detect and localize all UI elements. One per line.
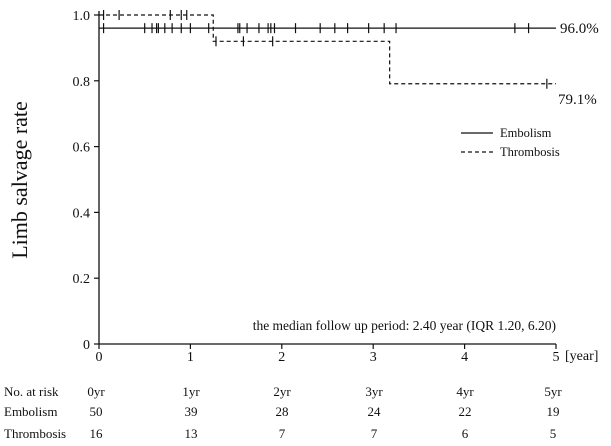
legend-label-thrombosis: Thrombosis bbox=[500, 145, 560, 159]
risk-table: No. at risk 0yr 1yr 2yr 3yr 4yr 5yr Embo… bbox=[0, 378, 611, 445]
risk-header-label: No. at risk bbox=[4, 384, 59, 399]
thrombosis-end-label: 79.1% bbox=[558, 92, 597, 108]
x-axis-unit: [year] bbox=[565, 349, 598, 364]
axes: 0 0.2 0.4 0.6 0.8 1.0 0 1 2 3 4 5 bbox=[73, 9, 560, 365]
risk-value: 22 bbox=[458, 404, 472, 419]
risk-time-1: 1yr bbox=[182, 384, 200, 399]
legend-label-embolism: Embolism bbox=[500, 126, 552, 140]
series-line-thrombosis bbox=[99, 14, 556, 85]
risk-value: 13 bbox=[184, 426, 198, 441]
risk-value: 7 bbox=[370, 426, 378, 441]
risk-value: 19 bbox=[546, 404, 560, 419]
risk-value: 16 bbox=[89, 426, 103, 441]
x-tick-label: 1 bbox=[187, 350, 194, 365]
risk-time-0: 0yr bbox=[87, 384, 105, 399]
risk-value: 50 bbox=[89, 404, 103, 419]
y-tick-label: 0.2 bbox=[73, 272, 91, 287]
y-tick-label: 0.8 bbox=[73, 75, 91, 90]
x-tick-label: 2 bbox=[278, 350, 285, 365]
x-tick-label: 3 bbox=[370, 350, 377, 365]
risk-time-2: 2yr bbox=[273, 384, 291, 399]
embolism-end-label: 96.0% bbox=[560, 21, 599, 37]
risk-time-3: 3yr bbox=[365, 384, 383, 399]
x-tick-label: 0 bbox=[96, 350, 103, 365]
risk-value: 39 bbox=[184, 404, 198, 419]
risk-header-row: No. at risk 0yr 1yr 2yr 3yr 4yr 5yr bbox=[0, 384, 611, 404]
risk-value: 28 bbox=[275, 404, 289, 419]
risk-value: 6 bbox=[461, 426, 469, 441]
median-followup-annotation: the median follow up period: 2.40 year (… bbox=[253, 318, 556, 333]
risk-row-embolism: Embolism 50 39 28 24 22 19 bbox=[0, 404, 611, 424]
x-tick-label: 4 bbox=[461, 350, 468, 365]
risk-time-5: 5yr bbox=[544, 384, 562, 399]
y-tick-label: 0.6 bbox=[73, 141, 91, 156]
risk-value: 24 bbox=[367, 404, 381, 419]
risk-value: 5 bbox=[549, 426, 557, 441]
y-axis-label: Limb salvage rate bbox=[7, 101, 32, 259]
y-tick-label: 0 bbox=[83, 338, 90, 353]
y-tick-label: 0.4 bbox=[73, 206, 91, 221]
legend: Embolism Thrombosis bbox=[461, 126, 560, 159]
y-tick-label: 1.0 bbox=[73, 9, 91, 24]
risk-row-label: Embolism bbox=[4, 404, 58, 419]
series-layer bbox=[99, 10, 556, 89]
km-chart: 0 0.2 0.4 0.6 0.8 1.0 0 1 2 3 4 5 Limb salvage rate… bbox=[7, 9, 599, 365]
risk-row-label: Thrombosis bbox=[4, 426, 67, 441]
risk-time-4: 4yr bbox=[456, 384, 474, 399]
risk-row-thrombosis: Thrombosis 16 13 7 7 6 5 bbox=[0, 426, 611, 446]
risk-value: 7 bbox=[278, 426, 286, 441]
x-tick-label: 5 bbox=[553, 350, 560, 365]
